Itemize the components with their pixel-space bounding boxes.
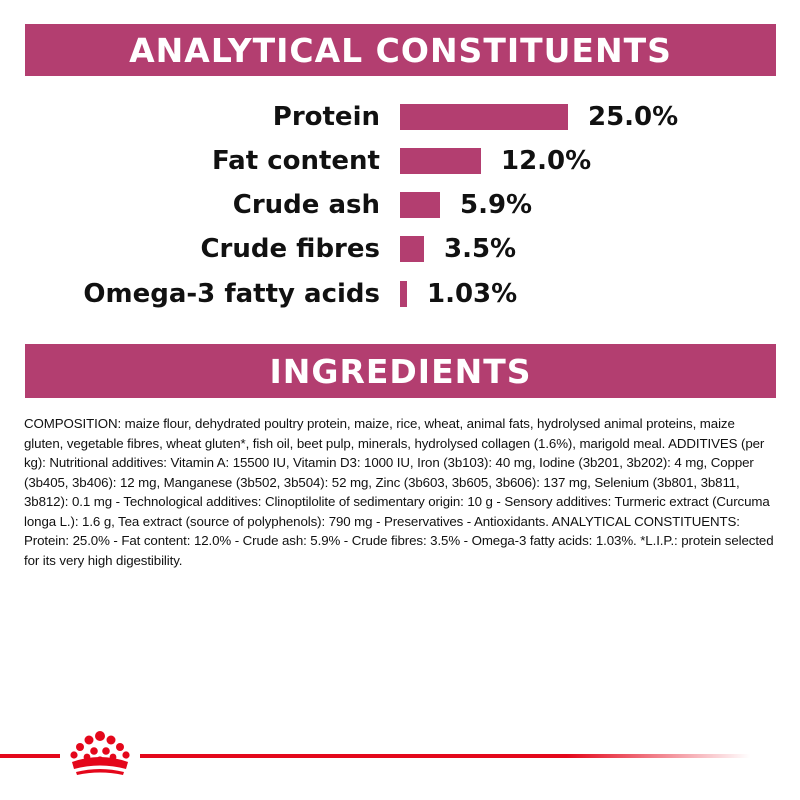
constituent-bar [400,192,440,218]
constituent-value: 25.0% [588,102,679,132]
constituent-value: 12.0% [501,146,592,176]
constituent-bar [400,104,568,130]
constituent-bar [400,148,481,174]
analytical-constituents-header: ANALYTICAL CONSTITUENTS [25,24,776,76]
constituent-label: Omega-3 fatty acids [83,279,380,309]
constituent-row-fibres: Crude fibres 3.5% [0,229,800,269]
constituent-row-omega3: Omega-3 fatty acids 1.03% [0,274,800,314]
constituent-label: Protein [272,102,380,132]
constituent-bar [400,236,424,262]
constituent-label: Fat content [211,146,380,176]
composition-text: COMPOSITION: maize flour, dehydrated pou… [24,416,774,568]
ingredients-header: INGREDIENTS [25,344,776,398]
constituent-bar [400,281,407,307]
constituent-row-ash: Crude ash 5.9% [0,185,800,225]
constituent-row-protein: Protein 25.0% [0,97,800,137]
crown-icon [70,731,130,775]
constituent-value: 5.9% [460,190,533,220]
footer-line [0,754,60,758]
constituent-value: 1.03% [427,279,518,309]
constituent-label: Crude fibres [200,234,380,264]
constituent-label: Crude ash [232,190,380,220]
footer-line [140,754,750,758]
constituent-row-fat: Fat content 12.0% [0,141,800,181]
constituent-value: 3.5% [444,234,517,264]
